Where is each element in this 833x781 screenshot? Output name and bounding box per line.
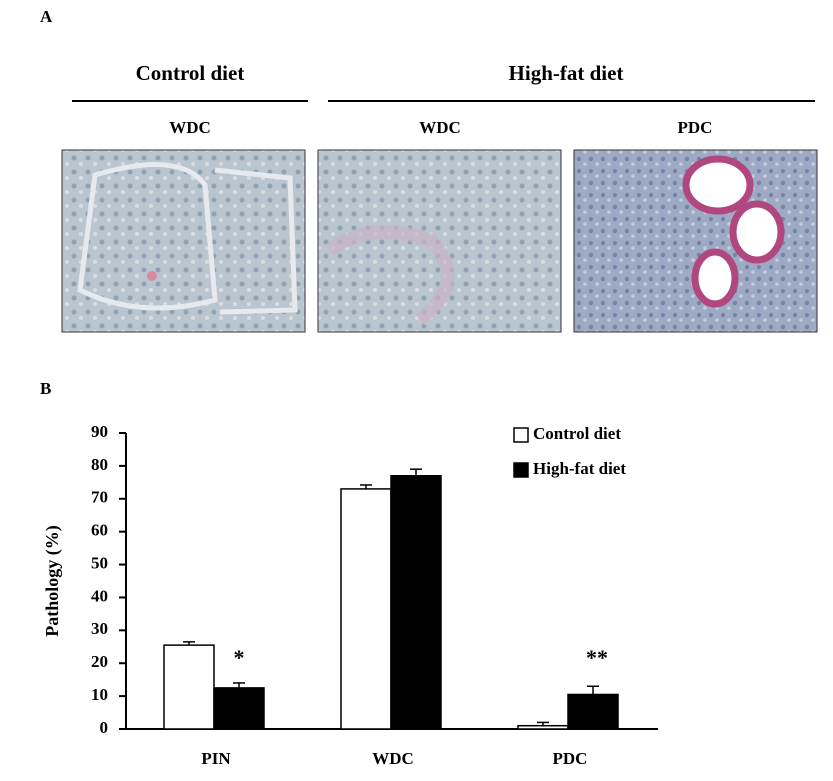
- micrograph: [61, 149, 306, 333]
- micrograph: [573, 149, 818, 333]
- y-tick-label: 0: [100, 718, 109, 737]
- x-tick-label: PIN: [201, 749, 231, 768]
- legend-label: Control diet: [533, 424, 621, 443]
- bar: [213, 687, 265, 730]
- y-tick-label: 30: [91, 619, 108, 638]
- y-tick-label: 80: [91, 455, 108, 474]
- y-tick-label: 90: [91, 422, 108, 441]
- panel-label: A: [40, 7, 53, 26]
- micrograph: [317, 149, 562, 333]
- y-tick-label: 50: [91, 553, 108, 572]
- y-tick-label: 10: [91, 685, 108, 704]
- y-tick-label: 20: [91, 652, 108, 671]
- bar: [340, 488, 392, 730]
- image-label: PDC: [678, 118, 713, 137]
- y-tick-label: 40: [91, 586, 108, 605]
- bar: [390, 475, 442, 730]
- annotation: *: [234, 645, 245, 670]
- bar: [567, 693, 619, 730]
- legend-swatch: [513, 427, 529, 443]
- legend-swatch: [513, 462, 529, 478]
- x-tick-label: WDC: [372, 749, 414, 768]
- x-tick-label: PDC: [553, 749, 588, 768]
- panel-label: B: [40, 379, 51, 398]
- image-label: WDC: [169, 118, 211, 137]
- y-tick-label: 60: [91, 521, 108, 540]
- legend-label: High-fat diet: [533, 459, 626, 478]
- bar: [517, 724, 569, 730]
- bar: [163, 644, 215, 730]
- group-label: Control diet: [136, 61, 245, 85]
- annotation: **: [586, 645, 608, 670]
- group-label: High-fat diet: [509, 61, 624, 85]
- y-axis-label: Pathology (%): [42, 525, 63, 637]
- image-label: WDC: [419, 118, 461, 137]
- y-tick-label: 70: [91, 488, 108, 507]
